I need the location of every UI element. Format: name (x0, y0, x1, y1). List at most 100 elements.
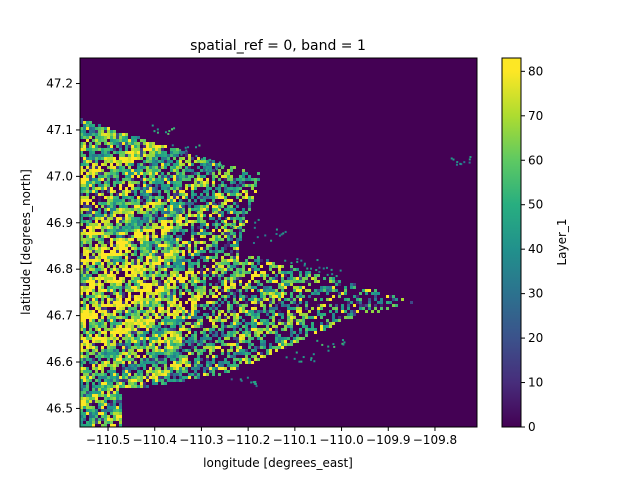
raster-cell (248, 208, 251, 211)
raster-cell (209, 268, 212, 271)
raster-cell (218, 286, 221, 289)
raster-cell (224, 280, 227, 283)
raster-cell (215, 168, 218, 171)
raster-cell (179, 319, 182, 322)
raster-cell (158, 328, 161, 331)
raster-cell (161, 166, 164, 169)
raster-cell (212, 217, 215, 220)
raster-cell (107, 235, 110, 238)
raster-cell (149, 340, 152, 343)
raster-cell (110, 160, 113, 163)
raster-cell (212, 361, 215, 364)
raster-cell (287, 313, 290, 316)
raster-cell (206, 205, 209, 208)
raster-cell (248, 310, 251, 313)
raster-cell (158, 301, 161, 304)
raster-cell (152, 265, 155, 268)
raster-cell (266, 328, 269, 331)
raster-cell (203, 277, 206, 280)
raster-cell (275, 349, 278, 352)
raster-cell (161, 361, 164, 364)
raster-cell (137, 301, 140, 304)
raster-cell (104, 163, 107, 166)
raster-cell (86, 178, 89, 181)
raster-cell (107, 133, 110, 136)
raster-cell (131, 136, 134, 139)
raster-cell (195, 154, 198, 157)
raster-cell (134, 352, 137, 355)
raster-cell (197, 214, 200, 217)
raster-cell (146, 196, 149, 199)
raster-cell (293, 280, 296, 283)
raster-cell (128, 379, 131, 382)
raster-cell (137, 196, 140, 199)
raster-cell (188, 250, 191, 253)
raster-cell (221, 271, 224, 274)
raster-cell (107, 202, 110, 205)
raster-cell (209, 319, 212, 322)
raster-cell (116, 229, 119, 232)
raster-cell (119, 412, 122, 415)
raster-cell (329, 298, 332, 301)
raster-cell (155, 274, 158, 277)
raster-cell (170, 319, 173, 322)
raster-cell (173, 334, 176, 337)
raster-cell (344, 310, 347, 313)
raster-cell (155, 301, 158, 304)
raster-cell (122, 133, 125, 136)
raster-cell (152, 229, 155, 232)
raster-cell (173, 343, 176, 346)
raster-cell (143, 238, 146, 241)
raster-cell (140, 250, 143, 253)
raster-cell (119, 301, 122, 304)
raster-cell (254, 328, 257, 331)
raster-cell (110, 169, 113, 172)
raster-cell (83, 175, 86, 178)
raster-cell (113, 202, 116, 205)
raster-cell (140, 166, 143, 169)
raster-cell (260, 289, 263, 292)
raster-cell (209, 256, 212, 259)
y-tick-label: 47.0 (46, 169, 73, 183)
raster-cell (206, 160, 209, 163)
raster-cell (119, 133, 122, 136)
raster-cell (173, 184, 176, 187)
raster-cell (161, 295, 164, 298)
raster-cell (164, 268, 167, 271)
raster-cell (236, 256, 239, 259)
raster-cell (239, 178, 242, 181)
raster-cell (152, 262, 155, 265)
raster-cell (86, 307, 89, 310)
raster-cell (209, 163, 212, 166)
raster-cell (287, 325, 290, 328)
raster-cell (260, 343, 263, 346)
raster-cell (152, 169, 155, 172)
raster-cell (98, 367, 101, 370)
raster-cell (83, 424, 86, 427)
raster-cell (122, 295, 125, 298)
raster-cell (95, 259, 98, 262)
raster-cell (305, 334, 308, 337)
raster-cell (83, 310, 86, 313)
raster-cell (212, 163, 215, 166)
raster-cell (182, 256, 185, 259)
raster-cell (263, 292, 266, 295)
raster-cell (164, 131, 167, 134)
raster-cell (350, 313, 353, 316)
raster-cell (173, 355, 176, 358)
raster-cell (275, 277, 278, 280)
raster-cell (98, 202, 101, 205)
raster-cell (339, 269, 342, 272)
raster-cell (316, 259, 319, 262)
raster-cell (89, 211, 92, 214)
raster-cell (122, 346, 125, 349)
raster-cell (152, 382, 155, 385)
raster-cell (83, 184, 86, 187)
raster-cell (188, 244, 191, 247)
raster-cell (314, 298, 317, 301)
raster-cell (110, 223, 113, 226)
raster-cell (194, 313, 197, 316)
raster-cell (251, 337, 254, 340)
raster-cell (122, 211, 125, 214)
raster-cell (299, 271, 302, 274)
